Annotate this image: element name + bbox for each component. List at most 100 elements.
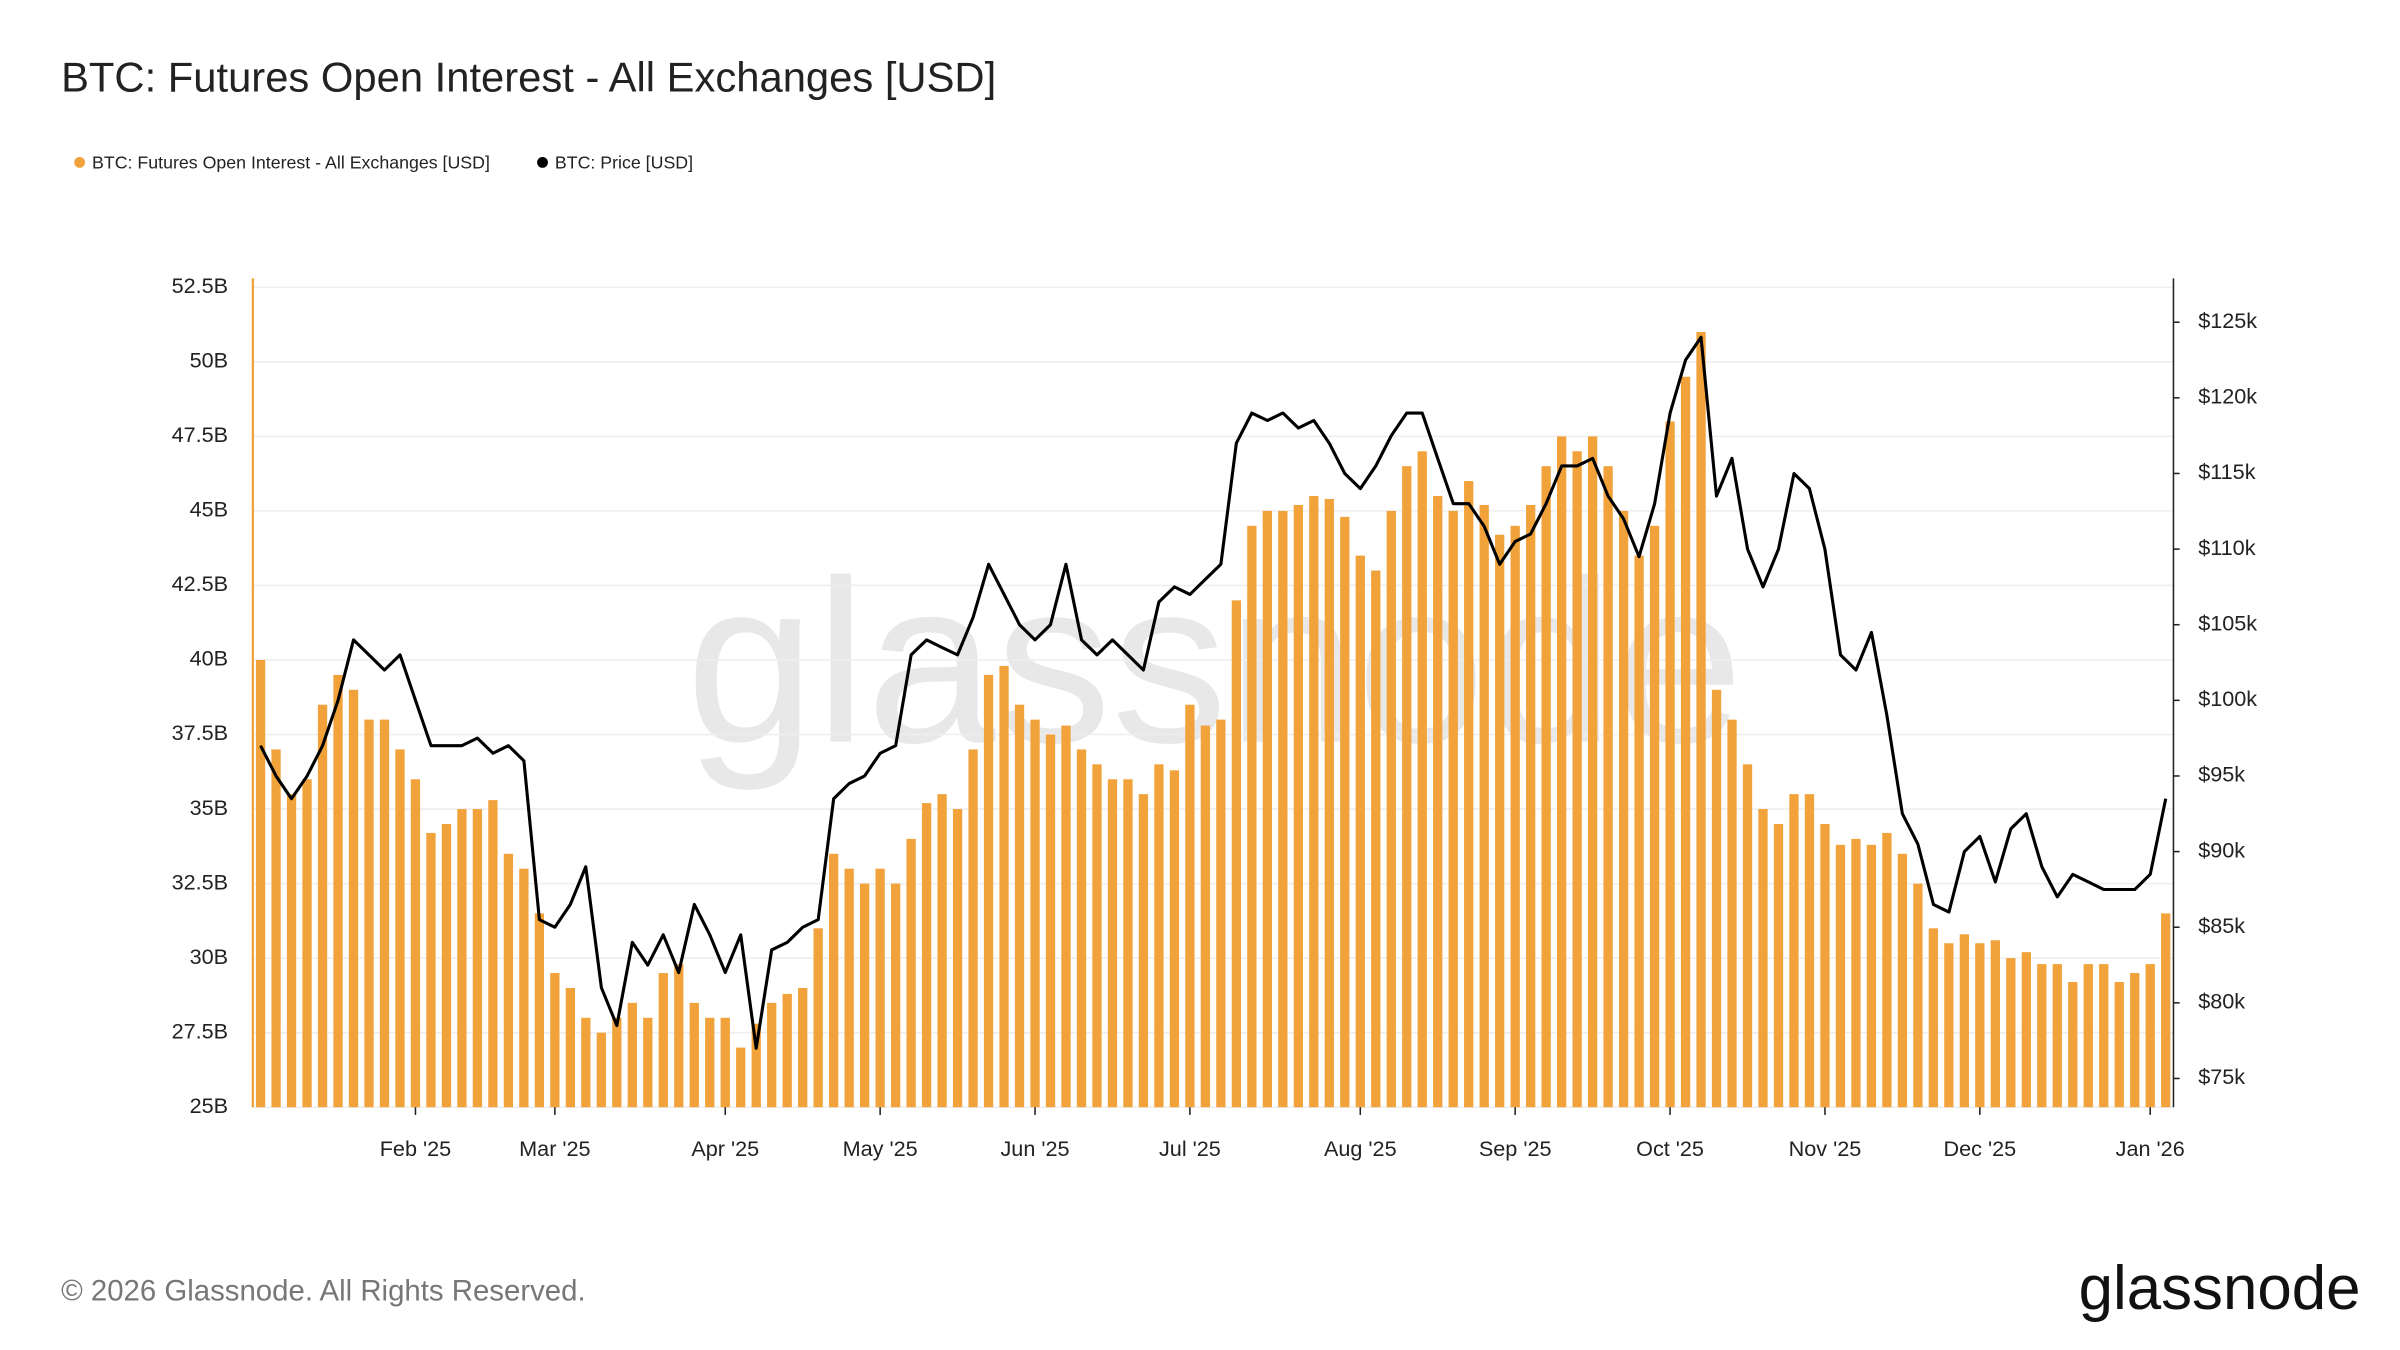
bar <box>1526 504 1536 1108</box>
y-tick-label: 25B <box>190 1093 228 1118</box>
bar <box>1107 779 1118 1108</box>
x-tick-label: Sep '25 <box>1479 1136 1552 1161</box>
bar <box>1200 725 1211 1108</box>
bar <box>782 993 792 1108</box>
bar <box>813 928 823 1108</box>
bar <box>1014 704 1025 1108</box>
y2-tick-label: $125k <box>2198 308 2257 333</box>
bar <box>503 853 514 1108</box>
bar <box>1541 466 1551 1108</box>
y-tick-label: 30B <box>190 944 228 969</box>
y2-tick-label: $90k <box>2198 837 2245 862</box>
bar <box>875 868 885 1108</box>
y2-tick-label: $105k <box>2198 610 2257 635</box>
legend-marker <box>537 156 548 168</box>
y-tick-label: 27.5B <box>172 1018 229 1043</box>
bar <box>550 973 560 1108</box>
bar <box>1123 779 1133 1108</box>
bar <box>1231 600 1242 1108</box>
bar <box>674 964 684 1108</box>
bar <box>1309 496 1319 1108</box>
bar <box>612 1017 622 1108</box>
bar <box>1061 725 1071 1108</box>
y-tick-label: 32.5B <box>172 869 229 894</box>
bar <box>736 1047 746 1108</box>
bar <box>1324 498 1334 1108</box>
y-tick-label: 50B <box>190 348 228 373</box>
bar <box>1975 943 1985 1108</box>
legend-label: BTC: Price [USD] <box>555 153 693 173</box>
bar <box>1371 570 1381 1108</box>
bar <box>410 779 421 1108</box>
bar <box>286 794 297 1108</box>
bar <box>767 1002 777 1108</box>
bar <box>1417 451 1427 1108</box>
bar <box>1618 510 1629 1108</box>
bar <box>2068 981 2078 1108</box>
y2-tick-label: $100k <box>2198 686 2257 711</box>
bar <box>1293 504 1303 1108</box>
bar <box>1262 510 1273 1108</box>
bar <box>1634 555 1644 1108</box>
bar <box>426 832 436 1108</box>
bar <box>364 719 374 1108</box>
bar <box>1804 794 1815 1108</box>
bar <box>1479 504 1489 1108</box>
bar <box>952 809 963 1108</box>
bar <box>627 1002 637 1108</box>
bar <box>1913 883 1923 1108</box>
bar <box>1758 809 1768 1108</box>
x-tick-label: Jul '25 <box>1159 1136 1221 1161</box>
bar <box>565 987 576 1108</box>
bar <box>1278 510 1288 1108</box>
x-tick-label: Aug '25 <box>1324 1136 1397 1161</box>
y-tick-label: 40B <box>190 646 228 671</box>
bar <box>1711 689 1722 1108</box>
bar <box>1773 823 1784 1108</box>
bar <box>379 719 390 1108</box>
bar <box>1510 525 1520 1108</box>
bar <box>2006 958 2016 1108</box>
y2-tick-label: $110k <box>2198 535 2256 560</box>
bar <box>983 674 994 1108</box>
y2-tick-label: $85k <box>2198 913 2245 938</box>
bar <box>1587 436 1598 1108</box>
bar <box>720 1017 730 1108</box>
x-tick-label: May '25 <box>843 1136 918 1161</box>
bar <box>1928 928 1939 1108</box>
y2-tick-label: $75k <box>2198 1064 2245 1089</box>
bar <box>534 913 545 1108</box>
y-tick-label: 37.5B <box>172 720 229 745</box>
bar <box>1990 940 2000 1108</box>
bar <box>798 987 808 1108</box>
x-tick-label: Oct '25 <box>1636 1136 1704 1161</box>
bar <box>1572 451 1582 1108</box>
bar <box>1882 832 1892 1108</box>
bar <box>1076 749 1087 1108</box>
bar <box>1556 436 1567 1108</box>
bar <box>2114 981 2124 1108</box>
bar <box>581 1017 591 1108</box>
bar <box>1603 466 1613 1108</box>
bar <box>2161 913 2171 1108</box>
bar <box>1169 770 1180 1108</box>
x-tick-label: Jun '25 <box>1000 1136 1069 1161</box>
bar <box>255 659 266 1108</box>
bar <box>488 800 498 1108</box>
bar <box>1433 496 1443 1108</box>
bar <box>1340 516 1350 1108</box>
bar <box>1820 823 1830 1108</box>
bar <box>1649 525 1660 1108</box>
bar <box>1138 794 1149 1108</box>
bar <box>1092 764 1102 1108</box>
watermark: glassnode <box>686 533 1743 792</box>
y-tick-label: 52.5B <box>172 273 229 298</box>
bar <box>1897 853 1908 1108</box>
bar <box>751 1023 761 1108</box>
bar <box>1030 719 1040 1108</box>
bar <box>2052 964 2062 1108</box>
bar <box>1959 934 1970 1108</box>
bar <box>1835 844 1846 1108</box>
